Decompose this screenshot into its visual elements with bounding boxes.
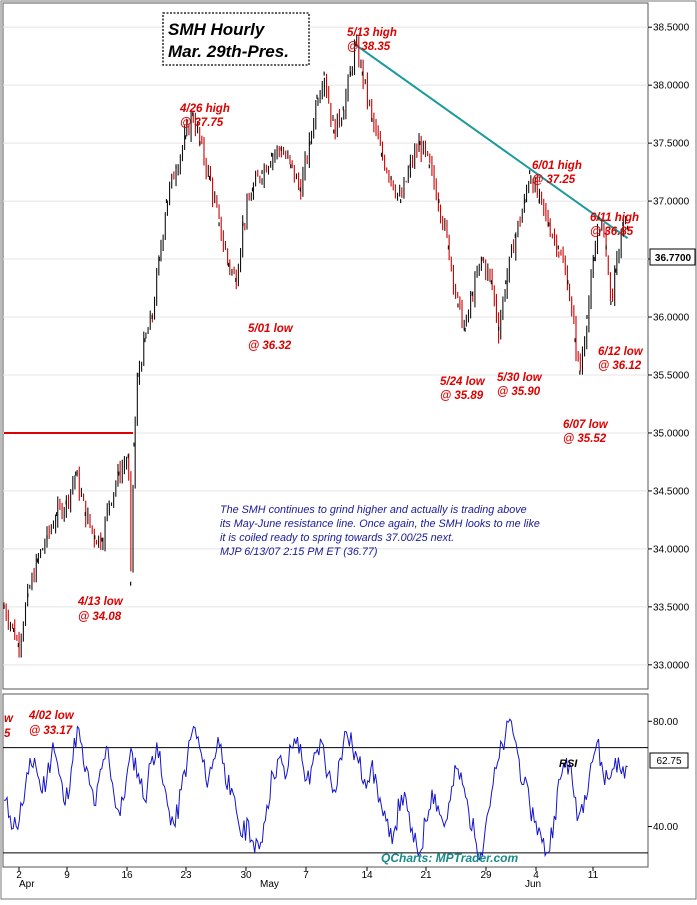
annotation-4-13-low: 4/13 low @ 34.08 <box>77 596 124 623</box>
x-tick-label: 11 <box>588 870 599 881</box>
commentary-line-1: The SMH continues to grind higher and ac… <box>220 504 527 516</box>
y-grid <box>3 26 648 666</box>
rsi-series-line <box>4 718 628 861</box>
commentary-line-4: MJP 6/13/07 2:15 PM ET (36.77) <box>220 546 377 558</box>
x-tick-label: 23 <box>180 870 192 881</box>
annotation-5-24-low: 5/24 low @ 35.89 <box>440 376 486 402</box>
y-tick-label: 38.0000 <box>653 81 690 92</box>
price-panel <box>2 2 649 690</box>
month-label-apr: Apr <box>19 879 35 890</box>
rsi-panel <box>2 693 649 868</box>
left-edge-mark-5: 5 <box>4 728 11 740</box>
y-tick-label: 35.5000 <box>653 370 690 381</box>
x-tick-label: 16 <box>121 870 133 881</box>
left-edge-mark-w: w <box>4 713 14 725</box>
rsi-last-value-tag: 62.75 <box>649 752 689 769</box>
price-series <box>3 34 629 658</box>
y-tick-label: 33.5000 <box>653 602 690 613</box>
chart-title-line-2: Mar. 29th-Pres. <box>168 42 289 61</box>
x-tick-label: 9 <box>64 870 70 881</box>
resistance-trend-line <box>354 43 629 239</box>
watermark: QCharts: MPTrader.com <box>381 851 518 865</box>
annotation-4-26-high: 4/26 high @ 37.75 <box>179 103 230 129</box>
rsi-tick-label: 80.00 <box>653 717 678 728</box>
y-tick-label: 34.5000 <box>653 486 690 497</box>
commentary: The SMH continues to grind higher and ac… <box>220 504 540 558</box>
annotation-6-07-low: 6/07 low @ 35.52 <box>563 419 609 445</box>
y-tick-label: 36.0000 <box>653 313 690 324</box>
y-tick-label: 37.5000 <box>653 139 690 150</box>
chart-title-line-1: SMH Hourly <box>168 20 266 39</box>
x-tick-label: 4 <box>533 870 539 881</box>
annotation-5-30-low: 5/30 low @ 35.90 <box>497 372 543 398</box>
commentary-line-2: its May-June resistance line. Once again… <box>220 518 540 530</box>
x-tick-label: 29 <box>480 870 492 881</box>
last-price-tag: 36.7700 <box>649 248 696 266</box>
annotation-4-02-low: 4/02 low @ 33.17 <box>28 710 75 737</box>
annotation-5-13-high: 5/13 high @ 38.35 <box>347 27 397 53</box>
y-tick-label: 34.0000 <box>653 544 690 555</box>
rsi-axis-ticks: 80.00 40.00 <box>648 717 678 833</box>
x-tick-label: 2 <box>16 870 22 881</box>
annotations: 5/13 high @ 38.35 4/26 high @ 37.75 6/01 h… <box>4 27 644 740</box>
x-tick-label: 7 <box>303 870 309 881</box>
x-tick-label: 21 <box>420 870 432 881</box>
rsi-last-value-label: 62.75 <box>656 756 681 767</box>
last-price-label: 36.7700 <box>655 253 692 264</box>
rsi-label: RSI <box>559 758 578 770</box>
annotation-6-12-low: 6/12 low @ 36.12 <box>598 346 644 372</box>
y-tick-label: 37.0000 <box>653 197 690 208</box>
rsi-tick-label: 40.00 <box>653 822 678 833</box>
x-axis-ticks: 2 9 16 23 30 7 14 21 29 4 11 <box>16 867 599 881</box>
month-label-may: May <box>260 879 279 890</box>
y-tick-label: 35.0000 <box>653 428 690 439</box>
annotation-6-01-high: 6/01 high @ 37.25 <box>532 160 582 186</box>
x-tick-label: 30 <box>240 870 252 881</box>
annotation-6-11-high: 6/11 high @ 36.85 <box>590 212 639 238</box>
month-label-jun: Jun <box>525 879 541 890</box>
y-tick-label: 38.5000 <box>653 23 690 34</box>
annotation-5-01-low: 5/01 low @ 36.32 <box>248 323 294 352</box>
y-tick-label: 33.0000 <box>653 660 690 671</box>
chart-title-box: SMH Hourly Mar. 29th-Pres. <box>162 12 310 66</box>
commentary-line-3: it is coiled ready to spring towards 37.… <box>220 532 454 544</box>
x-tick-label: 14 <box>361 870 373 881</box>
